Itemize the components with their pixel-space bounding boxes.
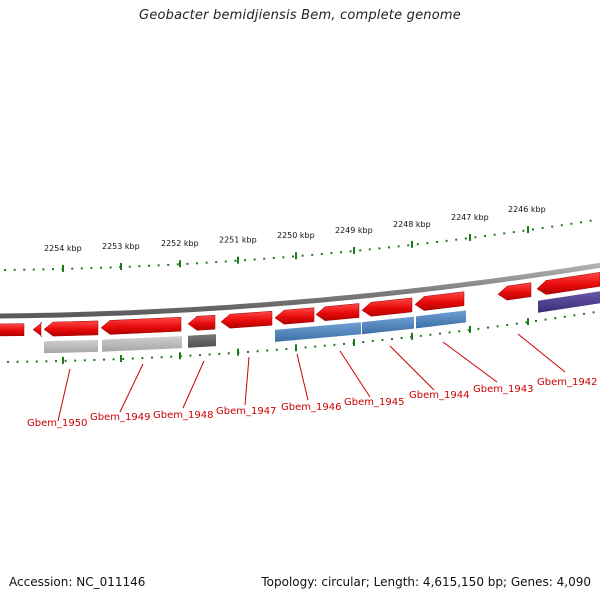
forward-gene-arrow — [187, 314, 216, 331]
forward-gene-arrow — [414, 291, 465, 311]
ruler-tick-label: 2248 kbp — [393, 220, 431, 229]
ruler-labels: 2254 kbp 2253 kbp 2252 kbp 2251 kbp 2250 kbp… — [44, 205, 546, 253]
dark-gray-feature — [188, 334, 216, 348]
light-gray-feature — [44, 339, 98, 354]
label-leader-line — [389, 345, 435, 391]
label-leader-line — [442, 341, 498, 383]
blue-feature — [416, 310, 466, 329]
purple-feature — [538, 291, 600, 313]
outer-tick-track — [4, 219, 592, 272]
forward-gene-arrow — [220, 310, 273, 329]
forward-gene-arrow — [536, 272, 600, 295]
forward-gene-arrow — [315, 303, 360, 321]
forward-gene-arrow — [361, 297, 413, 317]
light-gray-feature — [102, 336, 182, 352]
gene-label: Gbem_1948 — [153, 410, 213, 421]
blue-feature — [362, 316, 414, 335]
forward-gene-arrow — [43, 320, 99, 337]
gene-label: Gbem_1944 — [409, 390, 469, 401]
reverse-strand-features — [44, 291, 600, 354]
label-leader-line — [182, 360, 205, 409]
gene-label: Gbem_1947 — [216, 406, 276, 417]
forward-gene-arrow — [497, 282, 532, 301]
ruler-tick-label: 2253 kbp — [102, 242, 140, 251]
label-leader-line — [296, 353, 309, 401]
accession-text: Accession: NC_011146 — [9, 575, 146, 589]
ruler-tick-label: 2252 kbp — [161, 239, 199, 248]
forward-gene-arrow — [32, 322, 43, 337]
gene-label: Gbem_1943 — [473, 384, 533, 395]
label-leader-line — [244, 356, 250, 406]
ruler-tick-label: 2250 kbp — [277, 231, 315, 240]
forward-gene-arrow — [0, 323, 25, 337]
label-leader-line — [57, 368, 71, 422]
forward-gene-arrow — [274, 307, 315, 325]
gene-label: Gbem_1950 — [27, 418, 87, 429]
backbone-line — [0, 262, 600, 319]
gene-label: Gbem_1949 — [90, 412, 150, 423]
ruler-tick-label: 2251 kbp — [219, 236, 257, 245]
label-leader-line — [517, 333, 566, 373]
ruler-tick-label: 2254 kbp — [44, 244, 82, 253]
ruler-tick-label: 2246 kbp — [508, 205, 546, 214]
ruler-tick-label: 2249 kbp — [335, 226, 373, 235]
forward-gene-arrow — [100, 316, 182, 335]
forward-strand-genes — [0, 272, 600, 337]
gene-label: Gbem_1942 — [537, 377, 597, 388]
inner-tick-track — [7, 311, 595, 364]
blue-feature — [275, 322, 361, 342]
map-title: Geobacter bemidjiensis Bem, complete gen… — [139, 8, 461, 23]
genome-backbone — [0, 262, 600, 319]
label-leader-line — [119, 363, 144, 413]
label-leader-line — [339, 350, 371, 398]
ruler-tick-label: 2247 kbp — [451, 213, 489, 222]
genome-summary-text: Topology: circular; Length: 4,615,150 bp… — [261, 575, 591, 589]
gene-label: Gbem_1945 — [344, 397, 404, 408]
gene-label: Gbem_1946 — [281, 402, 341, 413]
